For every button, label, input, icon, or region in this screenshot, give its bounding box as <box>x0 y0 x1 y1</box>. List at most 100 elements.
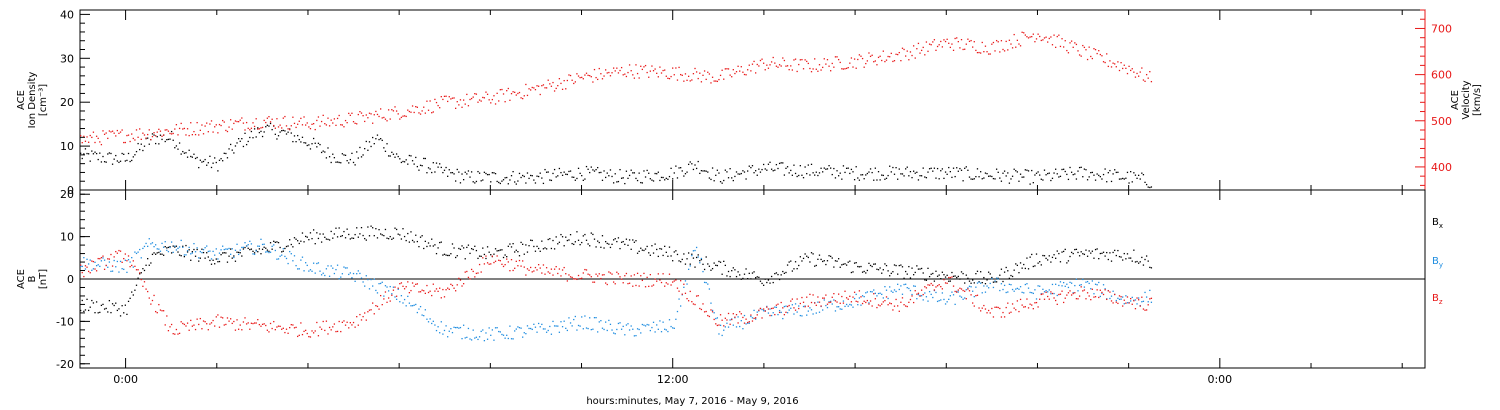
bz-point <box>1035 301 1038 304</box>
by-point <box>775 306 778 309</box>
density-point <box>1126 171 1129 174</box>
density-point <box>447 175 449 177</box>
bz-point <box>1109 291 1111 293</box>
density-point <box>443 169 446 171</box>
bz-point <box>158 303 160 306</box>
velocity-point <box>222 119 224 122</box>
by-point <box>711 309 714 312</box>
bz-point <box>169 326 171 328</box>
velocity-point <box>469 98 471 101</box>
velocity-point <box>676 79 679 81</box>
bx-point <box>933 280 936 282</box>
velocity-point <box>739 70 741 72</box>
bx-point <box>167 246 170 249</box>
density-point <box>825 168 827 170</box>
velocity-point <box>1128 65 1130 67</box>
velocity-point <box>445 95 447 97</box>
velocity-point <box>1106 53 1108 55</box>
velocity-point <box>785 65 787 67</box>
bx-point <box>1137 262 1140 264</box>
by-point <box>214 254 216 256</box>
bz-point <box>759 307 762 310</box>
bx-point <box>590 232 592 234</box>
density-point <box>537 175 540 178</box>
bx-point <box>1091 250 1094 252</box>
density-point <box>249 136 251 139</box>
bx-point <box>145 264 147 266</box>
bx-point <box>194 255 197 257</box>
velocity-point <box>632 74 634 76</box>
bx-point <box>450 253 452 255</box>
by-point <box>1051 283 1054 286</box>
by-point <box>156 248 158 250</box>
velocity-point <box>319 125 321 127</box>
bx-point <box>823 260 825 262</box>
bz-point <box>892 309 894 311</box>
bx-point <box>461 245 463 247</box>
bx-point <box>231 257 233 259</box>
by-point <box>691 254 693 257</box>
density-point <box>863 178 865 180</box>
density-point <box>764 168 766 170</box>
density-point <box>1141 172 1143 174</box>
velocity-point <box>1050 36 1052 38</box>
bz-point <box>119 250 122 252</box>
density-point <box>419 164 422 166</box>
bz-point <box>1067 292 1070 294</box>
velocity-point <box>230 119 232 121</box>
density-point <box>164 140 166 143</box>
velocity-point <box>387 109 390 111</box>
bz-point <box>335 330 337 333</box>
velocity-point <box>794 58 797 60</box>
bz-point <box>1013 307 1015 309</box>
bz-point <box>462 283 465 285</box>
bx-point <box>796 268 798 270</box>
bz-point <box>1107 290 1109 292</box>
velocity-point <box>407 109 409 111</box>
density-point <box>1050 179 1052 182</box>
bz-point <box>573 278 575 280</box>
bz-point <box>111 265 114 267</box>
density-point <box>338 161 340 164</box>
velocity-point <box>241 117 243 119</box>
velocity-point <box>755 72 757 74</box>
by-point <box>545 331 548 333</box>
bx-point <box>871 265 873 268</box>
bx-point <box>927 267 929 269</box>
bx-point <box>1031 253 1033 256</box>
bz-point <box>807 305 809 307</box>
density-point <box>806 172 808 175</box>
by-point <box>683 286 685 289</box>
bx-point <box>855 262 857 264</box>
density-point <box>1130 170 1132 173</box>
bz-point <box>959 287 961 289</box>
bx-point <box>247 247 249 249</box>
by-point <box>770 314 773 317</box>
density-point <box>605 176 607 179</box>
density-point <box>1114 169 1116 171</box>
velocity-point <box>364 120 366 123</box>
bz-point <box>260 325 262 327</box>
by-point <box>309 269 312 271</box>
velocity-point <box>853 58 856 60</box>
by-point <box>111 270 114 272</box>
bz-point <box>504 263 506 266</box>
by-point <box>726 322 728 324</box>
b-axis-title: B <box>27 275 38 282</box>
by-point <box>995 277 998 279</box>
by-point <box>558 331 561 333</box>
velocity-point <box>920 49 923 52</box>
by-point <box>700 257 703 260</box>
bz-point <box>986 312 988 314</box>
bz-point <box>541 272 543 274</box>
bx-point <box>424 240 426 242</box>
density-point <box>327 147 329 149</box>
velocity-point <box>1078 54 1081 56</box>
by-point <box>434 324 436 326</box>
bx-point <box>108 299 111 302</box>
density-point <box>1086 179 1089 181</box>
bx-point <box>1059 261 1062 263</box>
velocity-point <box>245 121 248 124</box>
density-point <box>822 171 824 173</box>
